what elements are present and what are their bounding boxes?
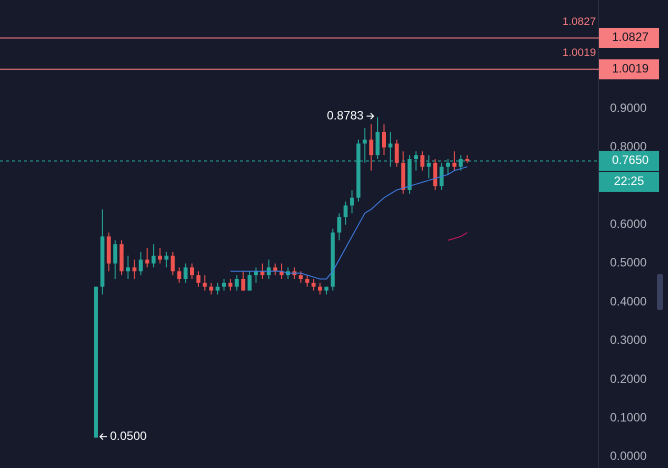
candle-body (369, 139, 374, 156)
annotation-arrow (99, 433, 107, 441)
candle-body (343, 205, 348, 218)
moving-average-line (230, 166, 468, 280)
candle-body (375, 131, 380, 156)
candle-body (126, 267, 130, 272)
candle-body (356, 143, 361, 198)
last-price-tag (599, 150, 659, 171)
candle-body (100, 236, 105, 287)
low-annotation: 0.0500 (110, 429, 147, 443)
candle-body (196, 275, 201, 283)
candle-body (446, 162, 450, 167)
candle-body (458, 159, 463, 167)
candle-body (324, 286, 329, 291)
price-line-tag (599, 28, 659, 49)
price-line-label: 1.0827 (562, 16, 596, 28)
candle-body (394, 143, 399, 163)
candle-body (414, 155, 418, 160)
candle-body (177, 271, 182, 279)
candle-body (337, 217, 342, 233)
last-price-label: 0.7650 (612, 153, 649, 167)
y-tick-label: 0.0000 (610, 449, 647, 463)
candle-body (311, 282, 316, 287)
candle-body (407, 159, 412, 190)
moving-average-line (447, 232, 468, 241)
y-tick-label: 0.4000 (610, 294, 647, 308)
candle-body (260, 271, 265, 276)
candle-body (132, 267, 137, 272)
y-tick-label: 0.5000 (610, 256, 647, 270)
countdown-label: 22:25 (614, 174, 644, 188)
candle-body (330, 232, 335, 287)
y-tick-label: 0.1000 (610, 410, 647, 424)
y-tick-label: 0.2000 (610, 372, 647, 386)
candle-body (362, 139, 367, 144)
candle-body (465, 159, 470, 161)
candle-body (106, 236, 111, 264)
candle-body (241, 278, 246, 291)
candle-body (190, 267, 194, 276)
candle-body (94, 286, 98, 438)
candle-body (279, 271, 284, 276)
candle-body (158, 255, 162, 260)
candle-body (215, 286, 220, 291)
y-tick-label: 0.8000 (610, 140, 647, 154)
scroll-handle[interactable] (657, 274, 663, 310)
y-tick-label: 0.9000 (610, 101, 647, 115)
candle-body (247, 275, 252, 291)
candle-body (433, 162, 438, 187)
candle-body (426, 162, 431, 167)
candle-body (209, 286, 214, 291)
candle-body (138, 259, 143, 272)
price-line-label: 1.0019 (562, 47, 596, 59)
candle-body (164, 255, 169, 260)
price-line-tag-label: 1.0827 (612, 30, 649, 44)
candle-body (113, 244, 118, 264)
candle-body (382, 131, 386, 148)
candle-body (145, 259, 150, 264)
y-tick-label: 0.3000 (610, 333, 647, 347)
candle-body (228, 282, 233, 287)
candle-body (183, 267, 188, 279)
annotation-arrow (366, 112, 375, 120)
candle-body (350, 197, 354, 206)
price-line-tag (599, 59, 659, 80)
candle-body (420, 155, 425, 167)
candle-body (151, 255, 156, 264)
candle-body (388, 143, 393, 148)
candle-body (452, 162, 457, 167)
countdown-tag (599, 171, 659, 192)
candle-body (273, 267, 278, 272)
candle-body (318, 286, 322, 291)
candle-body (202, 282, 207, 287)
price-line-tag-label: 1.0019 (612, 61, 649, 75)
candle-body (222, 282, 226, 287)
candle-body (305, 278, 310, 283)
y-tick-label: 0.6000 (610, 217, 647, 231)
candle-body (254, 271, 258, 276)
candle-body (234, 278, 239, 287)
high-annotation: 0.8783 (327, 108, 364, 122)
candle-body (170, 255, 175, 272)
candle-body (401, 162, 406, 190)
candle-body (119, 244, 124, 272)
candle-body (298, 275, 303, 279)
